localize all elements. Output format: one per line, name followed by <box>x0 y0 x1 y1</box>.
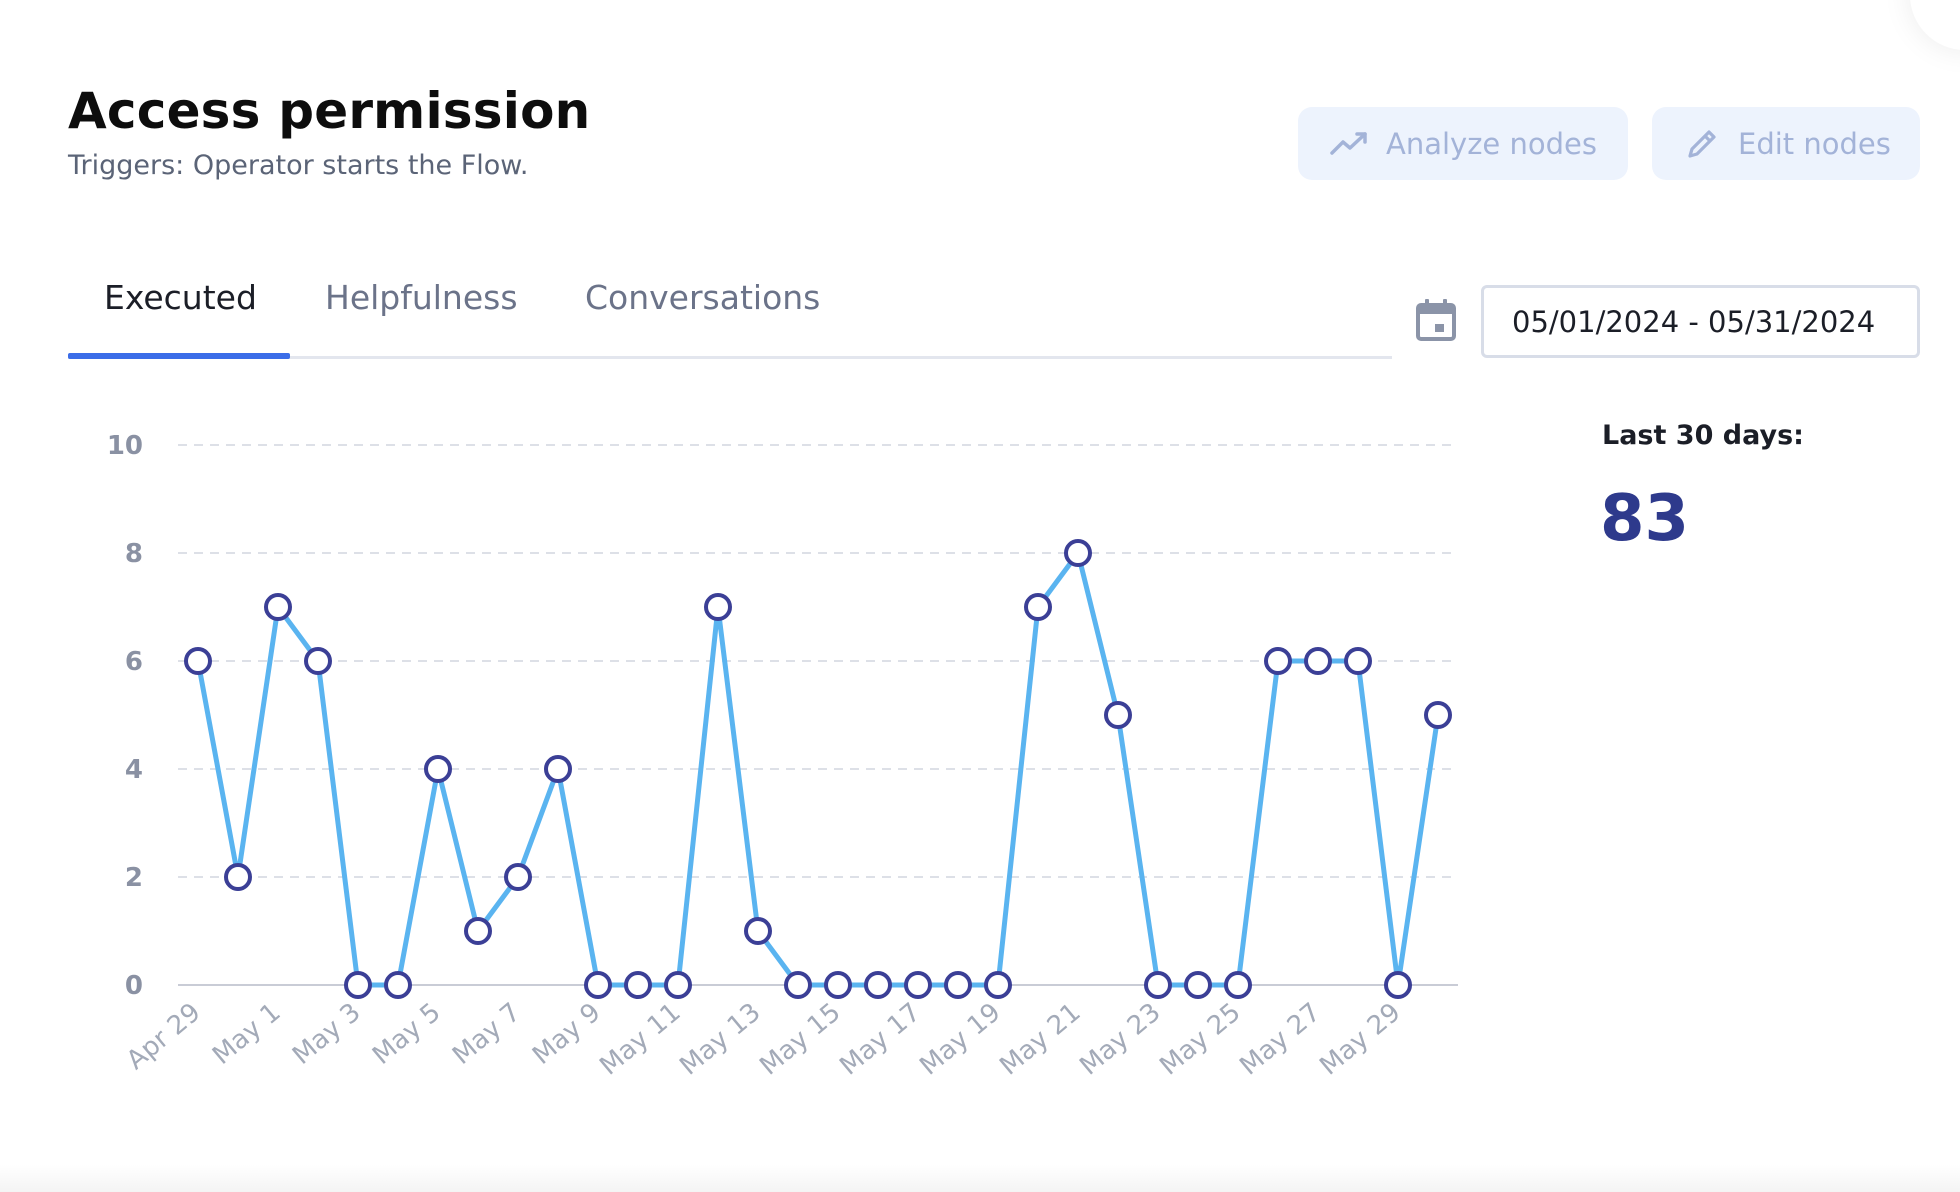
y-tick-label: 4 <box>125 755 143 785</box>
data-point <box>744 917 772 945</box>
data-point <box>384 971 412 999</box>
x-tick-label: May 7 <box>447 997 526 1070</box>
data-point <box>1184 971 1212 999</box>
x-tick-label: May 27 <box>1234 997 1326 1081</box>
data-point <box>1304 647 1332 675</box>
edit-nodes-button[interactable]: Edit nodes <box>1652 107 1920 180</box>
edit-nodes-label: Edit nodes <box>1738 126 1891 161</box>
summary-label: Last 30 days: <box>1602 420 1804 451</box>
x-tick-label: Apr 29 <box>121 997 206 1075</box>
tabs-divider <box>68 356 1392 359</box>
page-title: Access permission <box>68 82 591 140</box>
x-tick-label: May 3 <box>287 997 366 1070</box>
data-point <box>704 593 732 621</box>
summary-value: 83 <box>1600 482 1690 556</box>
data-point <box>264 593 292 621</box>
y-tick-label: 8 <box>125 539 143 569</box>
data-point <box>344 971 372 999</box>
data-point <box>584 971 612 999</box>
x-tick-label: May 21 <box>994 997 1086 1081</box>
date-range-input[interactable]: 05/01/2024 - 05/31/2024 <box>1481 285 1920 358</box>
pencil-icon <box>1688 129 1716 158</box>
data-point <box>1384 971 1412 999</box>
bottom-shade <box>0 1164 1960 1192</box>
x-tick-label: May 11 <box>594 997 686 1081</box>
y-tick-label: 2 <box>125 863 143 893</box>
analyze-nodes-label: Analyze nodes <box>1386 126 1597 161</box>
data-point <box>424 755 452 783</box>
x-tick-label: May 1 <box>207 997 286 1070</box>
data-point <box>184 647 212 675</box>
data-point <box>904 971 932 999</box>
data-point <box>1224 971 1252 999</box>
data-point <box>544 755 572 783</box>
active-tab-indicator <box>68 353 290 359</box>
x-tick-label: May 29 <box>1314 997 1406 1081</box>
data-point <box>624 971 652 999</box>
y-tick-label: 0 <box>125 971 143 1001</box>
x-tick-label: May 5 <box>367 997 446 1070</box>
data-point <box>1344 647 1372 675</box>
tab-executed[interactable]: Executed <box>104 278 257 317</box>
y-tick-label: 10 <box>107 431 143 461</box>
calendar-icon[interactable] <box>1414 297 1458 347</box>
data-point <box>224 863 252 891</box>
y-tick-label: 6 <box>125 647 143 677</box>
x-tick-label: May 13 <box>674 997 766 1081</box>
data-point <box>1424 701 1452 729</box>
x-tick-label: May 19 <box>914 997 1006 1081</box>
tab-helpfulness[interactable]: Helpfulness <box>325 278 518 317</box>
data-point <box>1264 647 1292 675</box>
data-point <box>1024 593 1052 621</box>
page-subtitle: Triggers: Operator starts the Flow. <box>68 150 529 181</box>
data-point <box>504 863 532 891</box>
data-point <box>784 971 812 999</box>
x-tick-label: May 23 <box>1074 997 1166 1081</box>
x-tick-label: May 25 <box>1154 997 1246 1081</box>
data-point <box>1064 539 1092 567</box>
data-point <box>464 917 492 945</box>
x-tick-label: May 15 <box>754 997 846 1081</box>
data-point <box>1144 971 1172 999</box>
data-point <box>944 971 972 999</box>
data-point <box>824 971 852 999</box>
data-point <box>984 971 1012 999</box>
analyze-nodes-button[interactable]: Analyze nodes <box>1298 107 1628 180</box>
data-point <box>864 971 892 999</box>
data-point <box>1104 701 1132 729</box>
x-tick-label: May 17 <box>834 997 926 1081</box>
data-point <box>304 647 332 675</box>
trend-line-icon <box>1330 131 1367 155</box>
tab-conversations[interactable]: Conversations <box>585 278 821 317</box>
metric-tabs: Executed Helpfulness Conversations <box>68 260 1392 360</box>
data-point <box>664 971 692 999</box>
